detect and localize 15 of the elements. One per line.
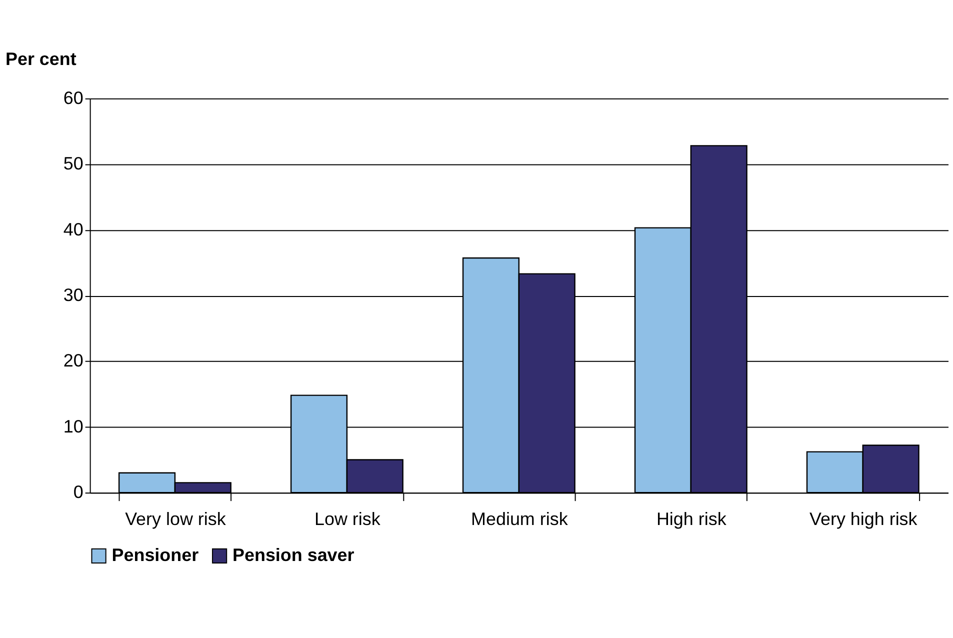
x-tick-label: Very high risk [809,508,918,529]
x-tick-label: Medium risk [471,508,568,529]
y-tick-label: 30 [63,284,84,305]
x-tick-label: Very low risk [125,508,226,529]
legend-label: Pension saver [232,544,354,565]
y-tick-label: 0 [73,482,84,502]
y-tick-label: 50 [63,154,84,174]
x-tick-label: Low risk [314,508,380,529]
y-axis-title: Per cent [5,48,76,69]
legend-label: Pensioner [112,544,199,565]
x-tick-label: High risk [656,508,726,529]
y-tick-label: 20 [63,350,84,371]
y-tick-label: 40 [63,219,84,240]
y-tick-label: 10 [63,416,84,436]
y-tick-label: 60 [63,88,84,108]
